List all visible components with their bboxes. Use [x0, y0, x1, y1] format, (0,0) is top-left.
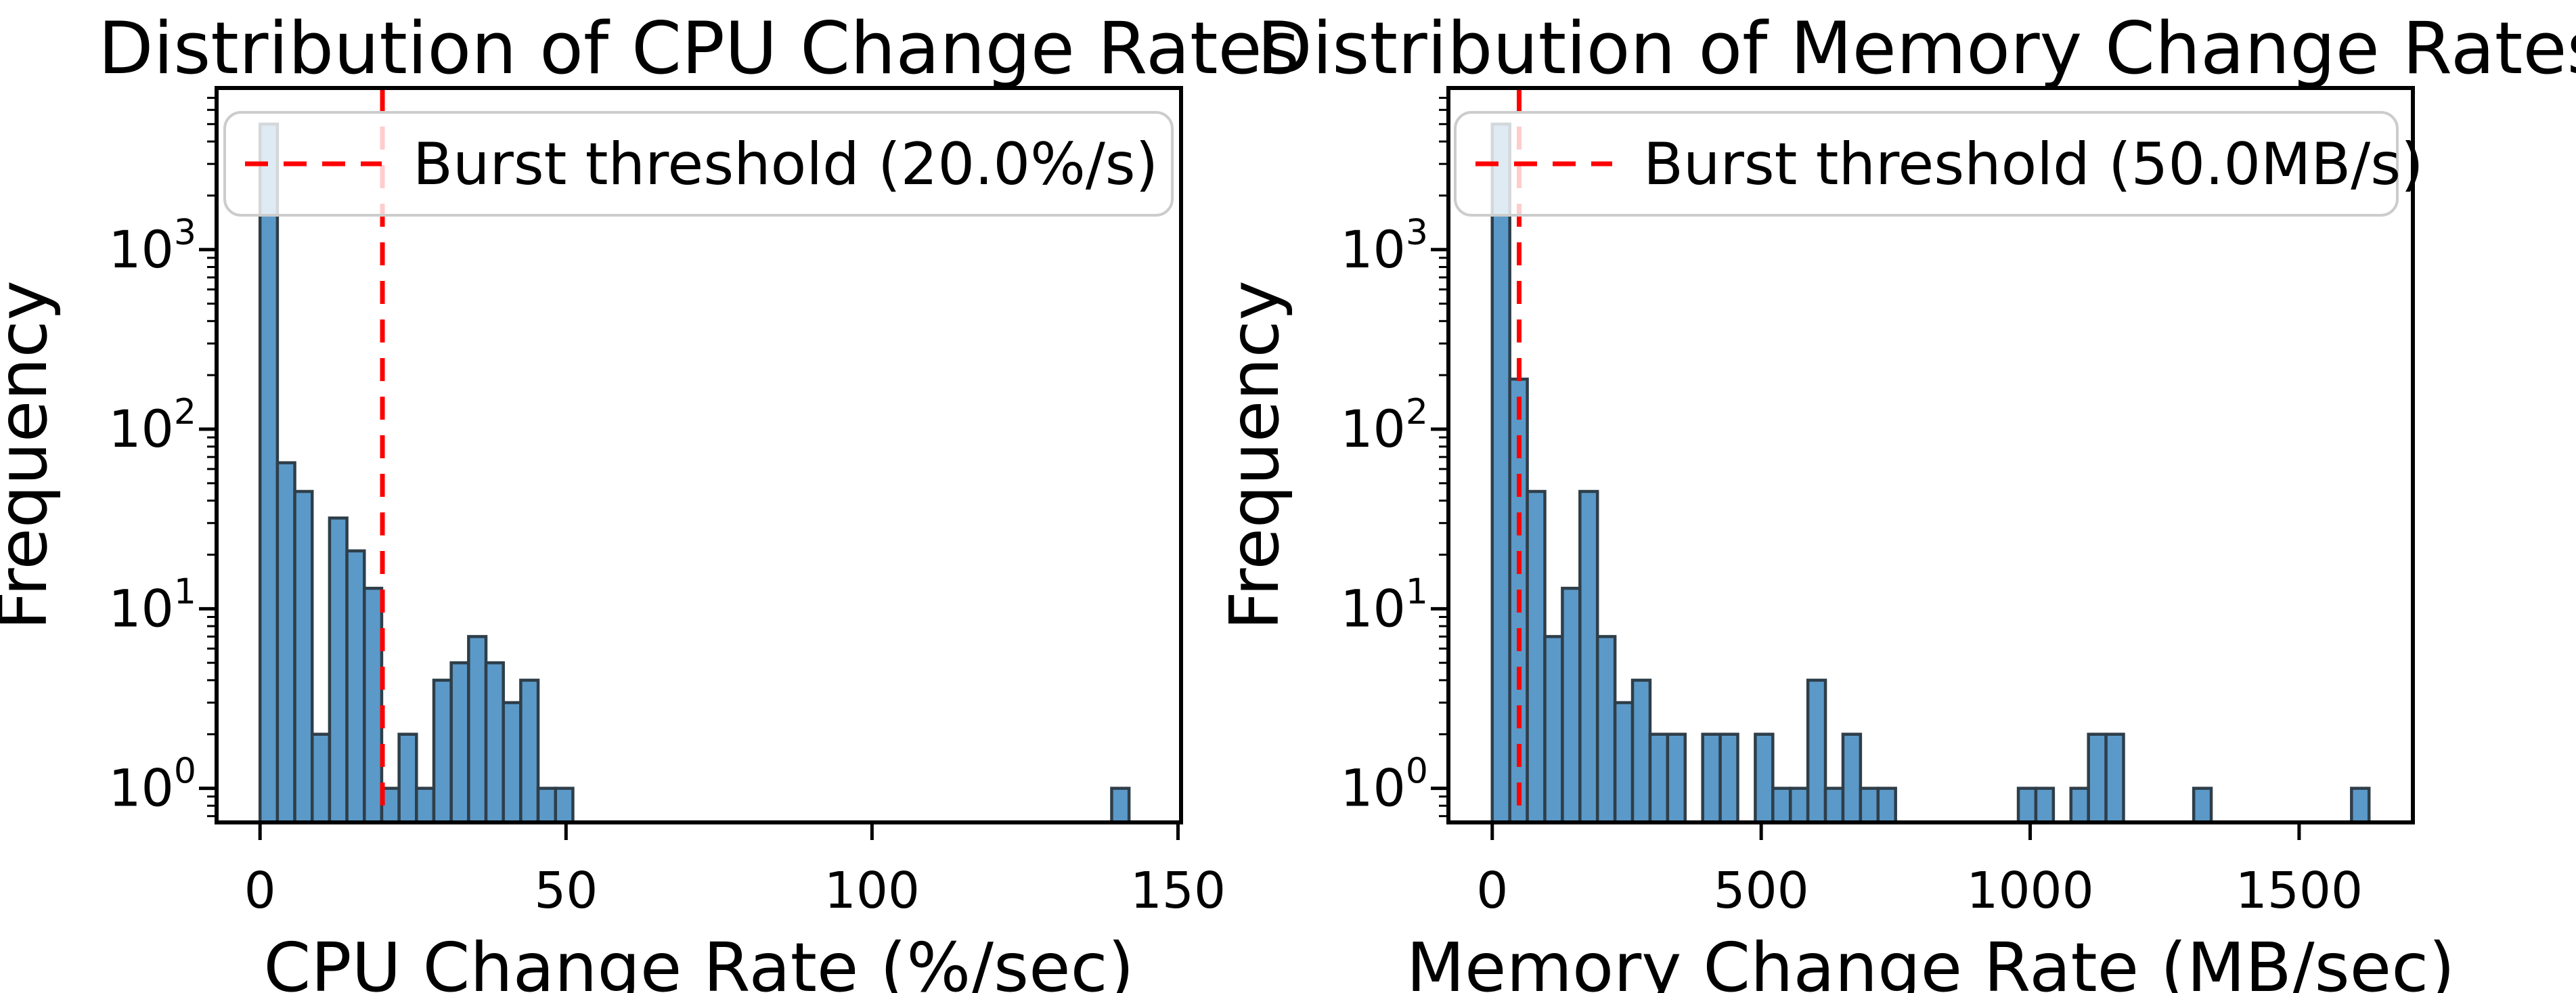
histogram-bar	[1754, 732, 1775, 824]
histogram-bar	[1701, 732, 1722, 824]
y-axis-label: Frequency	[1215, 280, 1294, 630]
histogram-bar	[1648, 732, 1670, 824]
x-tick-label: 0	[244, 862, 276, 920]
histogram-bar	[1841, 732, 1863, 824]
histogram-bar	[328, 516, 349, 824]
histogram-bar	[275, 461, 296, 824]
histogram-bars	[258, 123, 1131, 824]
histogram-bar	[293, 489, 314, 824]
y-tick-label: 103	[1340, 213, 1428, 280]
y-tick-label: 100	[1340, 751, 1428, 818]
x-axis-label: CPU Change Rate (%/sec)	[263, 928, 1134, 993]
histogram-bar	[1561, 586, 1582, 824]
legend-label: Burst threshold (20.0%/s)	[413, 131, 1158, 198]
y-tick-label: 103	[108, 213, 196, 280]
x-tick-label: 50	[534, 862, 598, 920]
histogram-bar	[310, 732, 332, 824]
histogram-bar	[467, 635, 488, 824]
histogram-bar	[1788, 787, 1810, 824]
y-tick-label: 101	[1340, 571, 1428, 638]
histogram-bar	[1526, 489, 1547, 824]
histogram-bar	[1876, 787, 1897, 824]
cpu-histogram: 0 50 100 150 100 101 102 103 Burst threshold (20…	[0, 7, 1300, 993]
histogram-bar	[2192, 787, 2213, 824]
x-tick-label: 150	[1130, 862, 1226, 920]
histogram-bar	[1543, 635, 1564, 824]
histogram-bar	[1490, 123, 1511, 824]
chart-title: Distribution of Memory Change Rates	[1257, 7, 2576, 90]
x-tick-label: 100	[824, 862, 920, 920]
histogram-bar	[519, 678, 540, 824]
axes-frame	[1446, 86, 2415, 824]
x-tick-label: 500	[1714, 862, 1809, 920]
histogram-bar	[1595, 635, 1617, 824]
histogram-bar	[2087, 732, 2108, 824]
y-tick-label: 100	[108, 751, 196, 818]
histogram-bar	[2069, 787, 2090, 824]
histogram-bar	[397, 732, 418, 824]
histogram-bar	[1110, 787, 1131, 824]
histogram-bar	[1666, 732, 1687, 824]
histogram-bar	[554, 787, 575, 824]
x-tick-label: 1000	[1966, 862, 2093, 920]
x-axis-label: Memory Change Rate (MB/sec)	[1406, 928, 2455, 993]
axes-frame	[215, 86, 1183, 824]
y-tick-label: 102	[108, 392, 196, 459]
y-tick-label: 101	[108, 571, 196, 638]
x-tick-label: 0	[1476, 862, 1508, 920]
y-axis-label: Frequency	[0, 280, 62, 630]
histogram-bar	[1718, 732, 1739, 824]
legend-box	[223, 111, 1174, 217]
histogram-bar	[363, 586, 384, 824]
histogram-bar	[1859, 787, 1880, 824]
histogram-bar	[502, 701, 523, 824]
histogram-bar	[484, 661, 505, 824]
histogram-bar	[2016, 787, 2038, 824]
histogram-bar	[1806, 678, 1827, 824]
histogram-bar	[345, 549, 366, 824]
histogram-bar	[415, 787, 436, 824]
histogram-bar	[1613, 701, 1635, 824]
chart-title: Distribution of CPU Change Rates	[98, 7, 1300, 90]
x-tick-label: 1500	[2236, 862, 2363, 920]
histogram-bar	[449, 661, 470, 824]
histogram-bar	[1823, 787, 1845, 824]
memory-histogram: 0 500 1000 1500 100 101 102 103 Burst threshold …	[1215, 7, 2576, 993]
histogram-bar	[2104, 732, 2125, 824]
histogram-bar	[1771, 787, 1792, 824]
histogram-bar	[2034, 787, 2056, 824]
histogram-bar	[432, 678, 453, 824]
legend: Burst threshold (20.0%/s)	[223, 111, 1174, 217]
legend-label: Burst threshold (50.0MB/s)	[1643, 131, 2424, 198]
y-tick-label: 102	[1340, 392, 1428, 459]
histogram-bars	[1490, 123, 2371, 824]
histogram-bar	[2350, 787, 2371, 824]
histogram-bar	[1630, 678, 1652, 824]
histogram-bar	[258, 123, 280, 824]
legend-box	[1454, 111, 2399, 217]
legend: Burst threshold (50.0MB/s)	[1454, 111, 2424, 217]
histogram-bar	[536, 787, 557, 824]
histogram-bar	[1578, 489, 1599, 824]
